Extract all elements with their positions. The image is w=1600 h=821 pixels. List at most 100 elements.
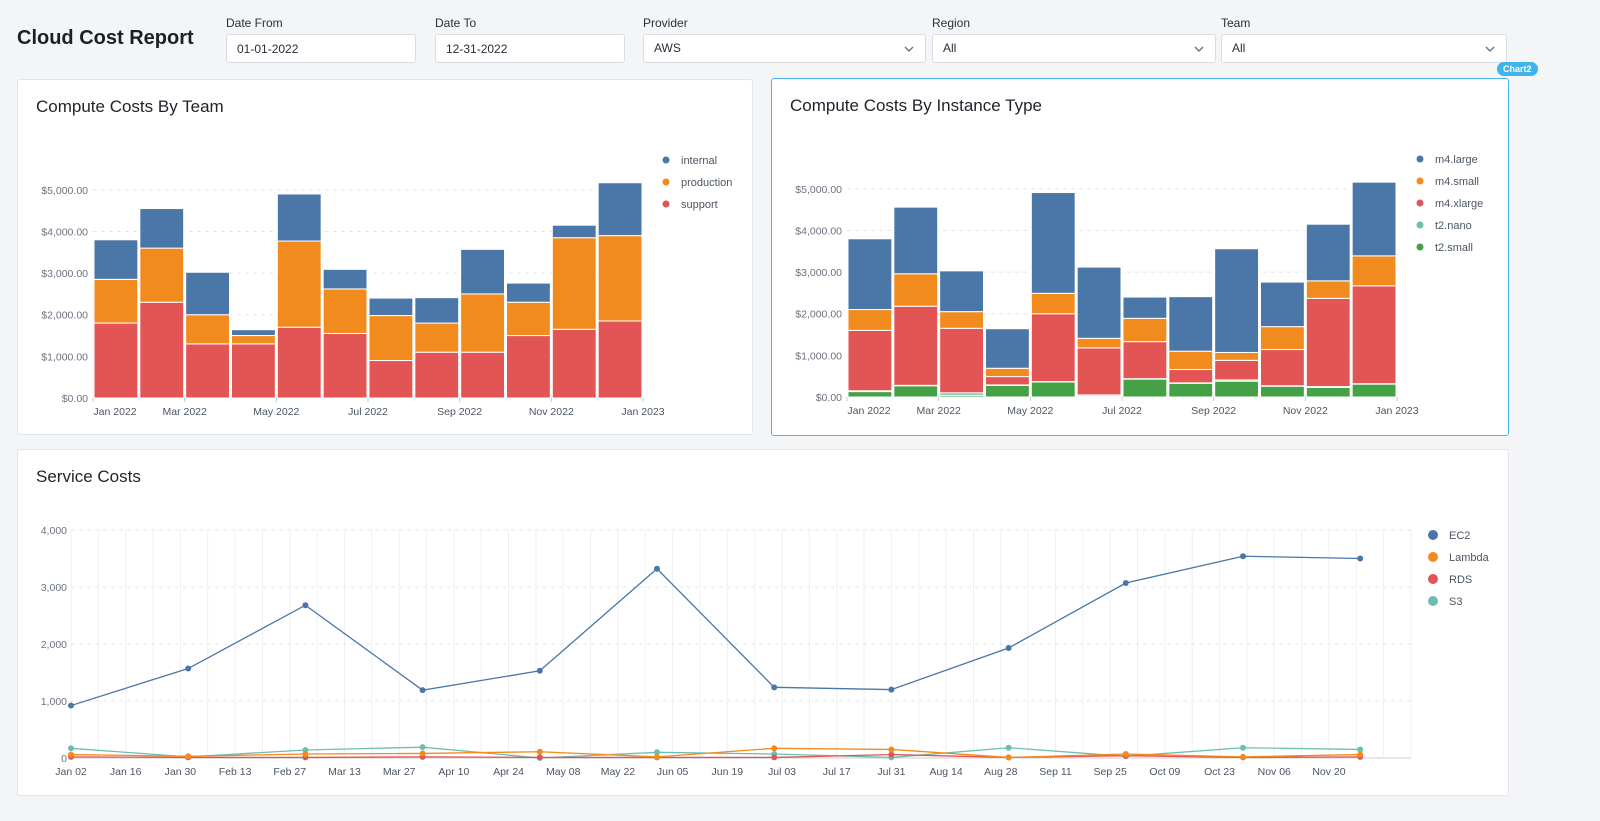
x-tick-label: Jul 03 [768,766,796,778]
x-tick-label: Jun 19 [712,766,744,778]
bar-internal [460,248,505,295]
bar-m4-large [1260,281,1305,328]
point-ec2 [419,687,426,694]
bar-support [139,301,185,399]
bar-m4-large [939,270,985,313]
bar-m4-xlarge [1168,369,1214,384]
bar-m4-small [847,309,893,331]
region-filter: Region All [932,15,1216,63]
point-lambda [1122,751,1129,758]
point-s3 [1240,744,1247,751]
bar-m4-small [1305,280,1351,299]
bar-m4-large [1168,296,1214,352]
bar-m4-small [1214,351,1259,361]
legend-label: RDS [1449,574,1472,586]
panel-title: Compute Costs By Instance Type [790,96,1042,115]
legend-swatch [1428,596,1438,606]
legend-swatch [1428,530,1438,540]
point-s3 [1357,746,1364,753]
legend-label: Lambda [1449,552,1490,564]
bar-t2-small [1351,383,1397,398]
bar-m4-xlarge [1076,347,1122,396]
point-lambda [419,750,426,757]
legend-swatch [1428,574,1438,584]
bar-m4-large [985,328,1030,369]
x-tick-label: Feb 27 [273,766,306,778]
bar-m4-small [1168,350,1214,371]
chevron-down-icon [1194,46,1204,52]
point-ec2 [771,684,778,691]
bar-support [276,326,322,399]
bar-m4-large [1305,223,1351,282]
compute-costs-by-team-chart[interactable]: $0.00 $1,000.00 $2,000.00 $3,000.00 $4,000.0… [18,80,752,434]
compute-costs-by-instance-type-chart[interactable]: $0.00 $1,000.00 $2,000.00 $3,000.00 $4,000.0… [772,79,1508,435]
bar-internal [414,297,460,324]
series-line-ec2 [70,555,1361,707]
y-tick-label: $1,000.00 [795,350,842,362]
x-tick-label: Jul 17 [823,766,851,778]
bar-support [551,328,597,399]
y-tick-label: 4,000 [41,525,67,537]
x-tick-label: Mar 2022 [162,406,207,418]
point-lambda [888,746,895,753]
legend-swatch [1428,552,1438,562]
x-tick-label: Sep 2022 [437,406,482,418]
y-tick-label: $3,000.00 [795,267,842,279]
point-rds [536,754,543,761]
bar-m4-xlarge [939,327,985,394]
x-tick-label: Nov 2022 [1283,405,1328,417]
provider-value: AWS [654,41,681,55]
legend-swatch [662,156,670,164]
x-tick-label: May 22 [601,766,636,778]
y-tick-label: 1,000 [41,696,67,708]
x-tick-label: Aug 28 [984,766,1017,778]
point-lambda [536,748,543,755]
compute-costs-by-instance-type-panel[interactable]: Compute Costs By Instance Type $0.00 $1,0… [771,78,1509,436]
bar-m4-large [1076,266,1122,339]
point-s3 [68,745,74,752]
bar-internal [139,208,185,249]
bar-m4-large [847,238,893,311]
bar-t2-small [1122,378,1168,398]
point-rds [888,751,895,758]
provider-filter: Provider AWS [643,15,926,63]
team-filter: Team All [1221,15,1507,63]
point-s3 [1005,744,1012,751]
date-from-input[interactable] [226,34,416,63]
legend-swatch [662,178,670,186]
point-lambda [771,745,778,752]
provider-select[interactable]: AWS [643,34,926,63]
date-to-input[interactable] [435,34,625,63]
x-tick-label: Nov 20 [1312,766,1345,778]
x-tick-label: Jan 02 [55,766,87,778]
x-tick-label: Jan 2022 [847,405,890,417]
point-ec2 [888,686,895,693]
x-tick-label: May 2022 [1007,405,1053,417]
point-lambda [1005,754,1012,761]
bar-support [597,320,643,399]
x-tick-label: Nov 2022 [529,406,574,418]
y-tick-label: 3,000 [41,582,67,594]
bar-internal [185,271,231,316]
bar-t2-small [985,384,1030,398]
x-tick-label: Sep 11 [1039,766,1072,778]
service-costs-chart[interactable]: 0 1,000 2,000 3,000 4,000 Jan 02 Jan 16 Jan 30 F… [18,450,1508,795]
series-line-lambda [70,747,1361,759]
compute-costs-by-team-panel[interactable]: Compute Costs By Team $0.00 $1,000.00 $2,0… [17,79,753,435]
bar-support [185,343,231,399]
point-ec2 [536,667,543,674]
service-costs-panel[interactable]: Service Costs 0 1,000 2,000 3,000 4,000 Jan 0… [17,449,1509,796]
bar-production [368,315,414,362]
team-select[interactable]: All [1221,34,1507,63]
legend-label: support [681,199,718,211]
bar-t2-small [893,385,939,398]
bar-m4-small [893,273,939,307]
bar-internal [551,224,597,239]
legend-swatch [662,200,670,208]
legend-label: production [681,177,732,189]
bar-production [597,235,643,322]
bar-support [322,332,368,399]
region-select[interactable]: All [932,34,1216,63]
bar-m4-large [1351,181,1397,257]
bar-support [93,322,139,399]
